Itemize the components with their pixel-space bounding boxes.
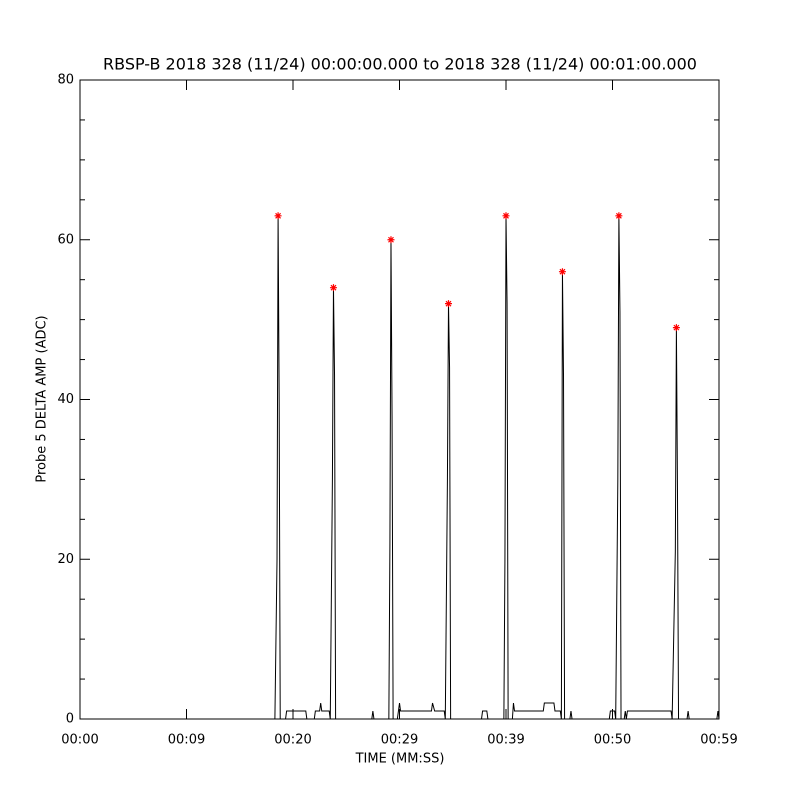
peak-marker: [502, 212, 510, 220]
x-tick-label: 00:29: [381, 733, 418, 748]
x-tick-label: 00:09: [168, 733, 205, 748]
peak-marker: [444, 300, 452, 308]
x-tick-label: 00:20: [274, 733, 311, 748]
y-tick-label: 40: [57, 392, 74, 407]
data-line: [80, 215, 720, 720]
y-axis-label: Probe 5 DELTA AMP (ADC): [35, 315, 50, 482]
x-tick-label: 00:59: [700, 733, 737, 748]
peak-marker: [615, 212, 623, 220]
peak-marker: [329, 284, 337, 292]
y-tick-label: 0: [66, 712, 74, 727]
x-tick-label: 00:00: [61, 733, 98, 748]
x-tick-label: 00:39: [487, 733, 524, 748]
x-tick-label: 00:50: [594, 733, 631, 748]
y-tick-label: 80: [57, 73, 74, 88]
peak-marker: [387, 236, 395, 244]
y-tick-label: 20: [57, 552, 74, 567]
y-tick-label: 60: [57, 232, 74, 247]
plot-frame: [79, 79, 720, 720]
peak-marker: [274, 212, 282, 220]
peak-marker: [558, 268, 566, 276]
x-axis-label: TIME (MM:SS): [355, 752, 445, 767]
peak-marker: [672, 324, 680, 332]
chart-title: RBSP-B 2018 328 (11/24) 00:00:00.000 to …: [103, 55, 697, 74]
